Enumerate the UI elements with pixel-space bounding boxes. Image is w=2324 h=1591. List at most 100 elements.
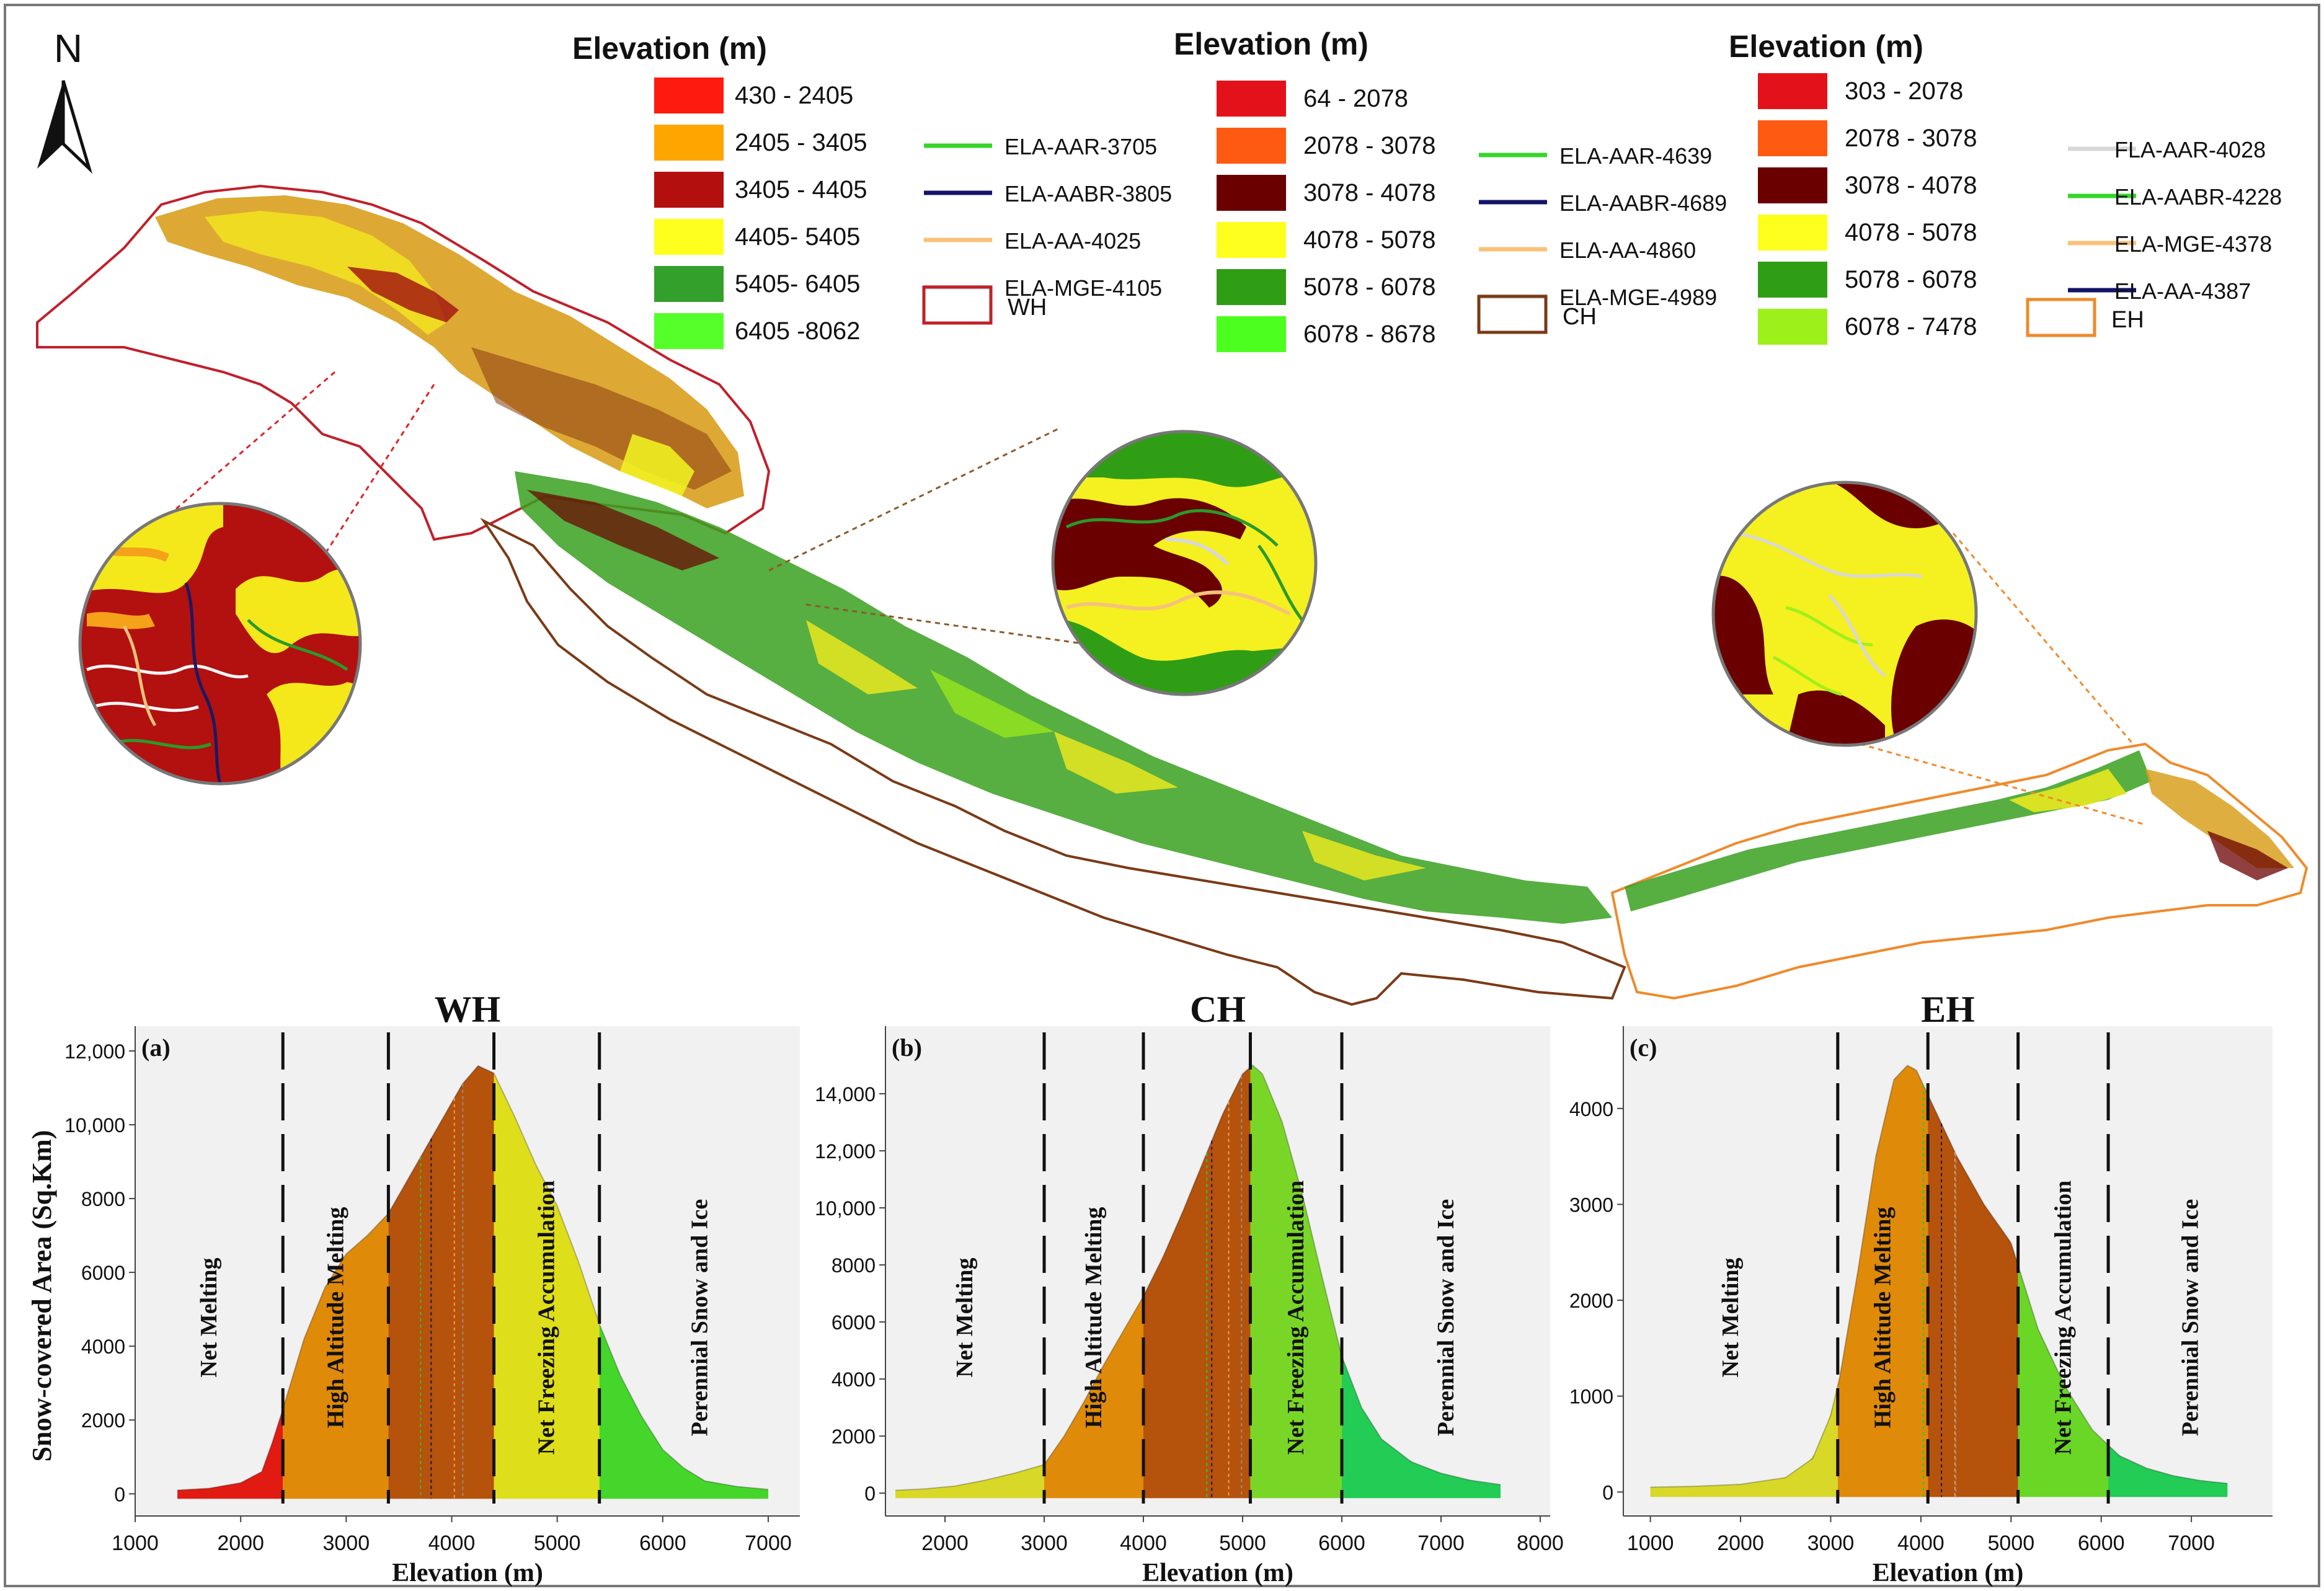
chart-y-tick-label: 4000 — [1569, 1098, 1613, 1120]
chart-x-tick-label: 7000 — [745, 1531, 792, 1555]
chart-zone-label: High Altitude Melting — [1081, 1207, 1107, 1429]
legend-title: Elevation (m) — [1174, 27, 1368, 61]
legend-class-label: 64 - 2078 — [1303, 85, 1408, 112]
chart-curve — [1650, 1064, 2228, 1488]
chart-panel-label: (a) — [141, 1034, 171, 1061]
chart-x-label: Elevation (m) — [1873, 1559, 2024, 1587]
legend-line-label: ELA-MGE-4989 — [1559, 285, 1717, 310]
chart-y-tick-label: 6000 — [832, 1311, 876, 1334]
legend-line-label: ELA-MGE-4378 — [2114, 231, 2272, 257]
legend-boundary-swatch — [922, 285, 993, 325]
chart-y-tick-label: 0 — [114, 1483, 125, 1505]
legend-ch: Elevation (m) 64 - 2078 2078 - 3078 3078 - … — [1174, 27, 1727, 352]
ch-boundary — [480, 517, 1626, 1006]
legend-class-label: 4405- 5405 — [735, 223, 860, 250]
figure-frame — [4, 4, 2320, 1587]
inset-ch — [1051, 430, 1318, 696]
himalaya-map — [36, 184, 2308, 1006]
chart-y-tick-label: 10,000 — [815, 1197, 876, 1220]
legend-swatch — [1758, 309, 1827, 345]
legend-class-label: 4078 - 5078 — [1303, 226, 1436, 254]
chart-zone-area — [494, 1073, 600, 1499]
legend-layer: Elevation (m) 430 - 2405 2405 - 3405 3405 -… — [572, 27, 2282, 352]
legend-class-label: 3078 - 4078 — [1303, 179, 1436, 206]
chart-ch: CH (b) Net Melting High Altitude Melting Net… — [815, 989, 1564, 1587]
legend-class-label: 5078 - 6078 — [1845, 266, 1977, 293]
chart-title: CH — [1190, 989, 1246, 1030]
eh-boundary — [1610, 742, 2308, 1000]
chart-zone-area — [1928, 1094, 2018, 1497]
legend-line-label: ELA-AABR-4689 — [1559, 190, 1727, 216]
legend-boundary-swatch — [1477, 295, 1548, 334]
legend-boundary-label: WH — [1008, 295, 1047, 321]
chart-zone-label: Net Freezing Accumulation — [534, 1181, 560, 1455]
legend-swatch — [654, 172, 724, 208]
chart-zone-area — [1250, 1065, 1342, 1499]
chart-y-tick-label: 14,000 — [815, 1083, 876, 1106]
chart-x-tick-label: 7000 — [2168, 1531, 2215, 1555]
legend-class-label: 303 - 2078 — [1845, 78, 1963, 105]
legend-wh: Elevation (m) 430 - 2405 2405 - 3405 3405 -… — [572, 31, 1172, 349]
chart-x-tick-label: 4000 — [428, 1531, 476, 1555]
legend-swatch — [1217, 269, 1286, 305]
legend-class-label: 430 - 2405 — [735, 82, 853, 109]
chart-y-tick-label: 8000 — [832, 1254, 876, 1277]
chart-x-tick-label: 7000 — [1417, 1531, 1465, 1555]
chart-x-tick-label: 6000 — [1318, 1531, 1365, 1555]
chart-eh: EH (c) Net Melting High Altitude Melting Net… — [1569, 989, 2273, 1587]
legend-class-label: 4078 - 5078 — [1845, 219, 1977, 246]
legend-swatch — [1758, 262, 1827, 298]
chart-y-label: Snow-covered Area (Sq.Km) — [27, 1130, 57, 1462]
chart-x-tick-label: 4000 — [1120, 1531, 1167, 1555]
chart-curve — [895, 1064, 1501, 1491]
chart-y-tick-label: 0 — [1602, 1481, 1613, 1504]
chart-x-tick-label: 5000 — [534, 1531, 581, 1555]
legend-line-label: ELA-AABR-4228 — [2114, 184, 2282, 210]
legend-line-label: ELA-AAR-3705 — [1005, 134, 1157, 159]
chart-zone-area — [1650, 1385, 1838, 1497]
chart-y-tick-label: 4000 — [832, 1368, 876, 1391]
chart-x-tick-label: 2000 — [1717, 1531, 1764, 1555]
chart-zone-label: High Altitude Melting — [322, 1207, 348, 1429]
legend-line-label: ELA-AABR-3805 — [1005, 181, 1172, 206]
legend-line-label: ELA-AA-4860 — [1559, 237, 1696, 263]
north-arrow: N — [37, 26, 93, 174]
chart-zone-area — [1342, 1356, 1501, 1499]
legend-swatch — [1217, 316, 1286, 352]
legend-swatch — [654, 313, 724, 349]
legend-class-label: 2078 - 3078 — [1845, 125, 1977, 152]
legend-class-label: 2078 - 3078 — [1303, 132, 1436, 159]
legend-line-label: FLA-AAR-4028 — [2114, 137, 2266, 162]
chart-y-tick-label: 0 — [864, 1482, 876, 1505]
chart-y-tick-label: 6000 — [81, 1262, 125, 1284]
legend-swatch — [1217, 81, 1286, 117]
chart-zone-label: Net Melting — [196, 1257, 222, 1377]
chart-x-tick-label: 5000 — [1987, 1531, 2034, 1555]
chart-zone-label: Perennial Snow and Ice — [1433, 1199, 1459, 1437]
legend-class-label: 5405- 6405 — [735, 270, 860, 298]
legend-class-label: 6078 - 8678 — [1303, 321, 1436, 348]
legend-boundary-label: EH — [2111, 307, 2144, 333]
chart-zone-area — [2108, 1445, 2228, 1497]
legend-class-label: 5078 - 6078 — [1303, 273, 1436, 301]
legend-swatch — [1217, 175, 1286, 211]
legend-swatch — [654, 266, 724, 302]
legend-line-label: ELA-AA-4387 — [2114, 278, 2251, 304]
chart-wh: WH (a) Net Melting High Altitude Melting Net… — [27, 989, 800, 1587]
inset-eh — [1711, 481, 1978, 747]
chart-x-label: Elevation (m) — [1142, 1559, 1293, 1587]
chart-x-tick-label: 1000 — [1627, 1531, 1674, 1555]
chart-title: WH — [435, 989, 501, 1030]
legend-swatch — [1758, 120, 1827, 156]
chart-panel-label: (b) — [892, 1034, 922, 1061]
chart-x-tick-label: 3000 — [1807, 1531, 1855, 1555]
chart-zone-label: Net Melting — [952, 1257, 978, 1377]
legend-class-label: 3078 - 4078 — [1845, 172, 1977, 199]
north-arrow-label: N — [54, 26, 82, 71]
chart-zone-label: Net Freezing Accumulation — [2050, 1181, 2076, 1455]
legend-swatch — [654, 78, 724, 113]
chart-x-tick-label: 5000 — [1219, 1531, 1266, 1555]
chart-zone-area — [2018, 1265, 2109, 1497]
chart-y-tick-label: 3000 — [1569, 1194, 1613, 1216]
chart-x-tick-label: 2000 — [217, 1531, 264, 1555]
